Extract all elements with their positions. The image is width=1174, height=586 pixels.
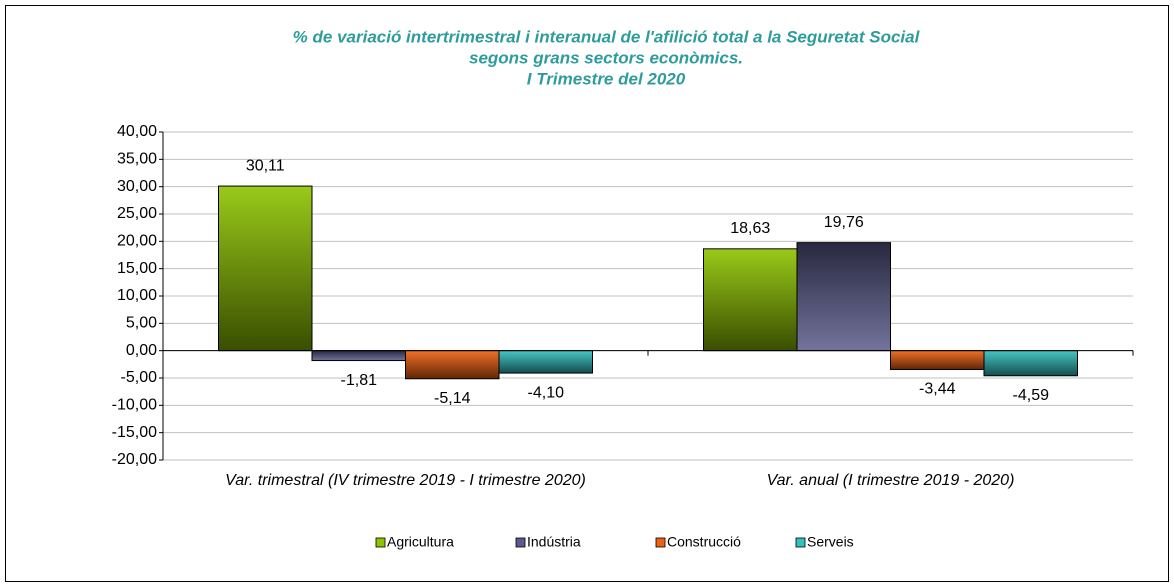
bar <box>890 350 985 370</box>
data-label: 19,76 <box>824 214 864 231</box>
y-tick-label: 30,00 <box>117 178 157 195</box>
legend-swatch <box>515 537 526 548</box>
legend-label: Construcció <box>667 534 741 550</box>
y-tick-label: -5,00 <box>121 369 158 386</box>
bar <box>983 350 1078 377</box>
chart-title: % de variació intertrimestral i interanu… <box>293 27 921 46</box>
chart-title: I Trimestre del 2020 <box>527 69 686 88</box>
y-tick-label: 25,00 <box>117 205 157 222</box>
x-tick-label: Var. trimestral (IV trimestre 2019 - I t… <box>225 472 586 489</box>
y-tick-label: 20,00 <box>117 233 157 250</box>
legend-label: Indústria <box>527 534 581 550</box>
data-label: 18,63 <box>730 220 770 237</box>
bar <box>498 350 593 374</box>
data-label: -1,81 <box>341 372 378 389</box>
bar <box>703 248 798 352</box>
data-label: -3,44 <box>919 381 956 398</box>
chart-title: segons grans sectors econòmics. <box>469 48 743 67</box>
bar <box>796 242 891 352</box>
y-tick-label: 15,00 <box>117 260 157 277</box>
legend-label: Serveis <box>807 534 854 550</box>
y-tick-label: 35,00 <box>117 151 157 168</box>
legend-swatch <box>795 537 806 548</box>
data-label: -4,10 <box>528 384 565 401</box>
legend-swatch <box>375 537 386 548</box>
bar <box>218 185 313 352</box>
data-label: -4,59 <box>1013 387 1050 404</box>
x-tick-label: Var. anual (I trimestre 2019 - 2020) <box>767 472 1015 489</box>
legend-swatch <box>655 537 666 548</box>
chart-border <box>5 5 1169 582</box>
data-label: -5,14 <box>434 390 471 407</box>
legend-label: Agricultura <box>387 534 454 550</box>
bar <box>405 350 500 380</box>
y-tick-label: -15,00 <box>112 424 157 441</box>
y-tick-label: -20,00 <box>112 451 157 468</box>
data-label: 30,11 <box>246 157 285 174</box>
bar <box>311 350 406 362</box>
y-tick-label: 5,00 <box>126 315 157 332</box>
y-tick-label: 0,00 <box>126 342 157 359</box>
y-tick-label: 10,00 <box>117 287 157 304</box>
y-tick-label: -10,00 <box>112 397 157 414</box>
y-tick-label: 40,00 <box>117 123 157 140</box>
